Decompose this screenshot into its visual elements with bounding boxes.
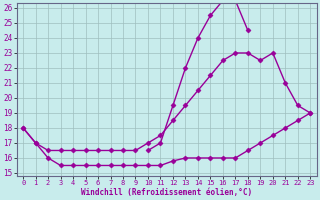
X-axis label: Windchill (Refroidissement éolien,°C): Windchill (Refroidissement éolien,°C) — [81, 188, 252, 197]
